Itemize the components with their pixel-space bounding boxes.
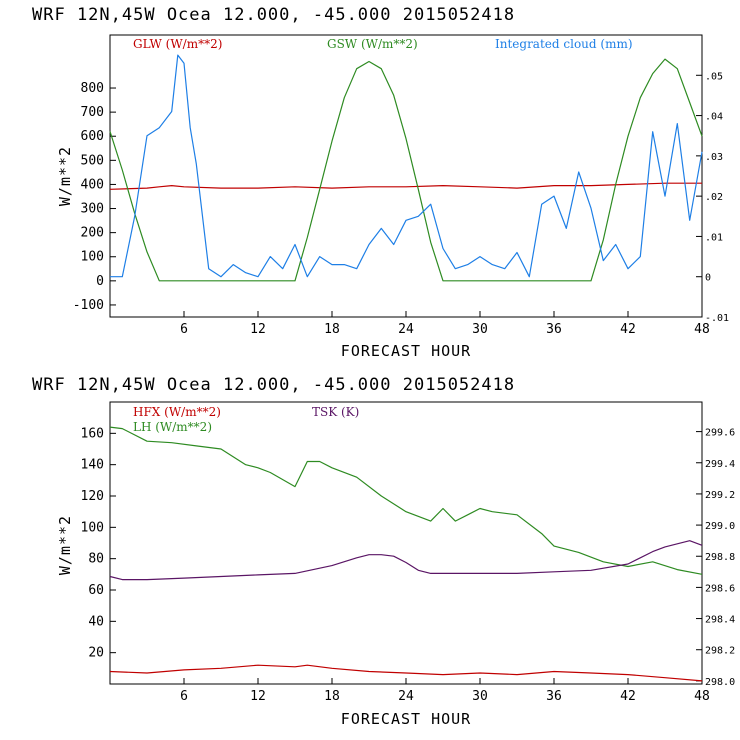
x-tick-label: 12	[250, 689, 266, 704]
x-tick-label: 12	[250, 322, 266, 337]
y-tick-label: 200	[81, 226, 104, 241]
chart-2-x-ticks: 6 12 18 24 30 36 42 48	[180, 678, 710, 704]
y2-tick-label: .04	[705, 112, 723, 123]
y-tick-label: 500	[81, 153, 104, 168]
series-line-tsk	[109, 540, 703, 581]
y2-tick-label: 299.4	[705, 459, 735, 470]
chart-1-y-ticks: -100 0 100 200 300 400 500 600 700 800	[73, 81, 116, 313]
y2-tick-label: .02	[705, 192, 723, 203]
y-tick-label: 40	[88, 614, 104, 629]
x-tick-label: 24	[398, 689, 414, 704]
y-tick-label: 60	[88, 583, 104, 598]
x-tick-label: 30	[472, 322, 488, 337]
y2-tick-label: .01	[705, 232, 723, 243]
x-tick-label: 42	[620, 689, 636, 704]
y-tick-label: 800	[81, 81, 104, 96]
x-tick-label: 6	[180, 322, 188, 337]
x-tick-label: 36	[546, 322, 562, 337]
chart-1-x-axis-label: FORECAST HOUR	[341, 342, 471, 360]
x-tick-label: 18	[324, 689, 340, 704]
y-tick-label: 120	[81, 489, 104, 504]
legend-lh: LH (W/m**2)	[133, 420, 212, 434]
x-tick-label: 42	[620, 322, 636, 337]
y2-tick-label: 298.8	[705, 552, 735, 563]
x-tick-label: 24	[398, 322, 414, 337]
y-tick-label: -100	[73, 298, 104, 313]
chart-1-series	[109, 54, 703, 282]
chart-2-x-axis-label: FORECAST HOUR	[341, 710, 471, 728]
legend-tsk: TSK (K)	[312, 405, 359, 419]
x-tick-label: 48	[694, 689, 710, 704]
x-tick-label: 6	[180, 689, 188, 704]
y-tick-label: 100	[81, 520, 104, 535]
x-tick-label: 18	[324, 322, 340, 337]
y-tick-label: 0	[96, 274, 104, 289]
y-tick-label: 20	[88, 646, 104, 661]
y2-tick-label: .03	[705, 152, 723, 163]
chart-1-title: WRF 12N,45W Ocea 12.000, -45.000 2015052…	[32, 5, 515, 25]
y2-tick-label: 298.0	[705, 677, 735, 688]
chart-2-y-axis-label: W/m**2	[56, 515, 74, 575]
series-line-integrated	[110, 54, 703, 278]
chart-1-plot-frame	[109, 34, 703, 318]
chart-2-plot-frame	[109, 401, 703, 685]
series-line-lh	[109, 426, 703, 575]
legend-glw: GLW (W/m**2)	[133, 37, 222, 51]
y2-tick-label: 299.0	[705, 521, 735, 532]
y-tick-label: 80	[88, 552, 104, 567]
legend-integrated-cloud: Integrated cloud (mm)	[495, 37, 633, 51]
y2-tick-label: -.01	[705, 313, 729, 324]
y-tick-label: 160	[81, 426, 104, 441]
y2-tick-label: 0	[705, 273, 711, 284]
chart-2-series	[109, 426, 703, 682]
y2-tick-label: 298.2	[705, 646, 735, 657]
panel-1: WRF 12N,45W Ocea 12.000, -45.000 2015052…	[32, 5, 729, 360]
y2-tick-label: 299.6	[705, 428, 735, 439]
chart-1-x-ticks: 6 12 18 24 30 36 42 48	[180, 311, 710, 337]
chart-1-y2-ticks: -.01 0 .01 .02 .03 .04 .05	[696, 71, 729, 324]
y-tick-label: 400	[81, 177, 104, 192]
x-tick-label: 30	[472, 689, 488, 704]
y2-tick-label: 298.6	[705, 583, 735, 594]
chart-2-y2-ticks: 298.0 298.2 298.4 298.6 298.8 299.0 299.2 299.4…	[696, 428, 735, 688]
y-tick-label: 140	[81, 458, 104, 473]
series-line-hfx	[109, 664, 703, 682]
panel-2: WRF 12N,45W Ocea 12.000, -45.000 2015052…	[32, 375, 735, 728]
x-tick-label: 48	[694, 322, 710, 337]
chart-2-y-ticks: 20 40 60 80 100 120 140 160	[81, 426, 116, 661]
y-tick-label: 300	[81, 202, 104, 217]
chart-2-title: WRF 12N,45W Ocea 12.000, -45.000 2015052…	[32, 375, 515, 395]
series-line-glw	[109, 182, 702, 190]
chart-1-y-axis-label: W/m**2	[56, 146, 74, 206]
y-tick-label: 100	[81, 250, 104, 265]
series-line-gsw	[109, 58, 703, 282]
legend-gsw: GSW (W/m**2)	[327, 37, 418, 51]
y2-tick-label: 299.2	[705, 490, 735, 501]
y2-tick-label: 298.4	[705, 615, 735, 626]
x-tick-label: 36	[546, 689, 562, 704]
y-tick-label: 700	[81, 105, 104, 120]
y2-tick-label: .05	[705, 71, 723, 82]
y-tick-label: 600	[81, 129, 104, 144]
legend-hfx: HFX (W/m**2)	[133, 405, 221, 419]
